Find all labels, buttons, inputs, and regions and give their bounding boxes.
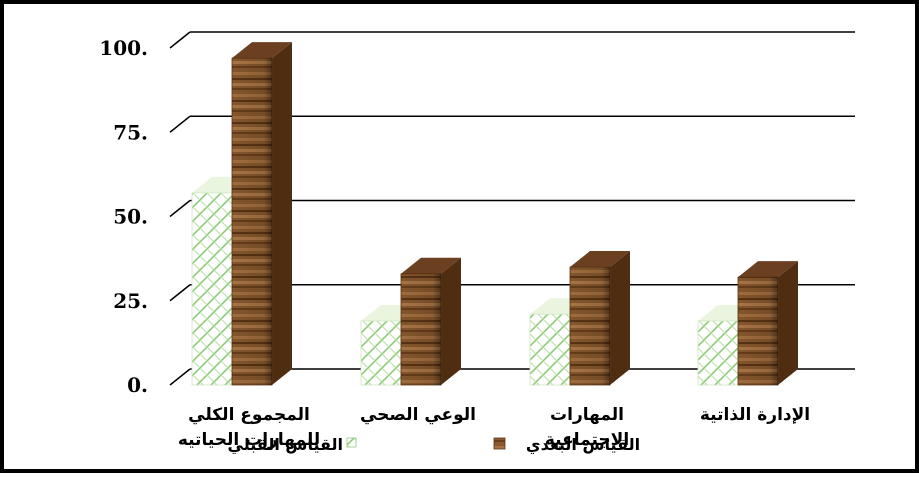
bar-shade — [401, 273, 441, 385]
wood-icon — [493, 437, 506, 450]
x-axis-label: للمهارات الحياتيه — [178, 430, 320, 450]
bar-post-4 — [737, 261, 798, 386]
bar-top — [570, 251, 630, 268]
x-axis-label: الاجتماعية — [545, 430, 629, 450]
bar-top — [738, 261, 798, 278]
x-axis-label: المهارات — [550, 405, 624, 425]
gridline-diagonal — [169, 199, 191, 218]
y-tick-label: 25. — [113, 289, 148, 313]
x-axis-label: الإدارة الذاتية — [700, 405, 810, 425]
bar-front — [191, 192, 233, 386]
bar-post-1 — [231, 42, 292, 386]
bar-side — [272, 42, 292, 386]
y-tick-label: 0. — [127, 373, 148, 397]
bar-front — [360, 320, 402, 386]
bar-shade — [738, 277, 778, 385]
legend-label: القياس القبلي — [228, 435, 343, 455]
bar-front — [529, 313, 571, 386]
bar-post-3 — [569, 251, 630, 386]
bars — [191, 42, 798, 386]
gridline-diagonal — [169, 31, 191, 49]
y-tick-label: 100. — [99, 36, 148, 60]
y-tick-label: 75. — [113, 120, 148, 144]
bar-top — [232, 42, 292, 59]
gridline-diagonal — [169, 284, 191, 302]
x-axis-label: الوعي الصحي — [360, 405, 476, 425]
y-axis-ticks: 0. 25. 50. 75. 100. — [99, 36, 148, 397]
legend-label: القياس البعدي — [526, 435, 640, 455]
gridline-diagonal — [169, 115, 191, 133]
y-tick-label: 50. — [113, 205, 148, 229]
legend: الاجتماعية القياس القبلي القياس البعدي — [228, 430, 641, 455]
x-axis-labels: المجموع الكلي للمهارات الحياتيه الوعي الصح… — [178, 405, 810, 450]
gridline-diagonal — [169, 368, 191, 386]
bar-shade — [570, 267, 610, 385]
bar-top — [401, 257, 461, 274]
bar-chart: 0. 25. 50. 75. 100. المجموع الكلي للمهارات ال… — [99, 31, 855, 455]
bar-front — [697, 320, 739, 386]
bar-side — [441, 257, 461, 385]
pattern-icon — [346, 437, 357, 448]
bar-side — [610, 251, 630, 385]
bar-shade — [232, 58, 272, 386]
bar-side — [778, 261, 798, 385]
bar-post-2 — [400, 257, 461, 386]
x-axis-label: المجموع الكلي — [188, 405, 310, 425]
